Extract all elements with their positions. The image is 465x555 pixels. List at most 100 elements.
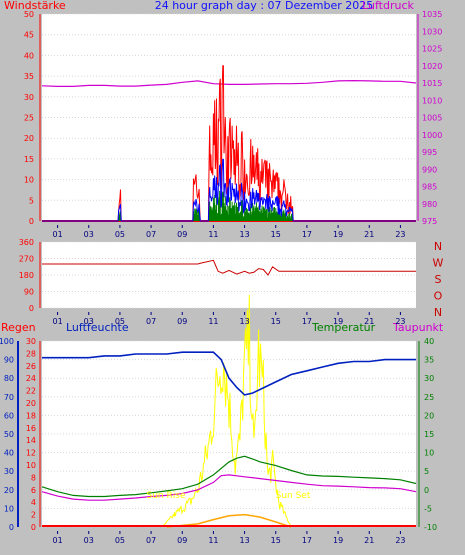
dir-tick-21: 21	[364, 317, 374, 326]
climate-tick-19: 19	[333, 536, 343, 545]
wind-ytick-40: 40	[24, 51, 34, 60]
climate-tick-23: 23	[395, 536, 405, 545]
rain-ytick-20: 20	[26, 399, 36, 408]
humidity-ytick-60: 60	[4, 411, 14, 420]
dewpoint-axis-title: Taupunkt	[392, 321, 444, 334]
wind-ytick-0: 0	[29, 217, 34, 226]
pressure-ytick-1030: 1030	[422, 27, 442, 36]
rain-ytick-22: 22	[26, 387, 36, 396]
wind-tick-17: 17	[302, 230, 312, 239]
climate-tick-03: 03	[84, 536, 94, 545]
wind-axis-title: Windstärke	[4, 0, 66, 12]
pressure-ytick-1000: 1000	[422, 131, 442, 140]
pressure-ytick-980: 980	[422, 200, 437, 209]
rain-ytick-10: 10	[26, 461, 36, 470]
pressure-ytick-975: 975	[422, 217, 437, 226]
humidity-ytick-100: 100	[0, 337, 14, 346]
wind-ytick-35: 35	[24, 72, 34, 81]
rain-ytick-26: 26	[26, 362, 36, 371]
humidity-ytick-30: 30	[4, 467, 14, 476]
temp-ytick-35: 35	[424, 356, 434, 365]
compass-label-2: S	[435, 273, 442, 286]
wind-tick-09: 09	[177, 230, 187, 239]
rain-ytick-24: 24	[26, 374, 36, 383]
temp-ytick-20: 20	[424, 411, 434, 420]
dir-tick-19: 19	[333, 317, 343, 326]
temp-ytick-15: 15	[424, 430, 434, 439]
temperature-axis-title: Temperatur	[311, 321, 376, 334]
climate-tick-21: 21	[364, 536, 374, 545]
tick-labels-layer: 0510152025303540455097598098599099510001…	[0, 10, 444, 545]
temp-ytick-10: 10	[424, 449, 434, 458]
dir-ytick-270: 270	[19, 255, 34, 264]
dir-tick-23: 23	[395, 317, 405, 326]
rain-ytick-2: 2	[31, 511, 36, 520]
sunset-label: Sun Set	[276, 491, 311, 501]
pressure-ytick-1015: 1015	[422, 79, 442, 88]
wind-ytick-15: 15	[24, 155, 34, 164]
climate-tick-01: 01	[52, 536, 62, 545]
temp-ytick--10: -10	[424, 523, 437, 532]
wind-ytick-5: 5	[29, 196, 34, 205]
pressure-ytick-985: 985	[422, 183, 437, 192]
marks-layer	[41, 65, 417, 528]
wind-ytick-45: 45	[24, 31, 34, 40]
wind-speed-line	[42, 158, 416, 222]
dir-tick-05: 05	[115, 317, 125, 326]
rain-ytick-30: 30	[26, 337, 36, 346]
dir-ytick-360: 360	[19, 238, 34, 247]
dir-ytick-180: 180	[19, 271, 34, 280]
pressure-ytick-1020: 1020	[422, 62, 442, 71]
compass-label-0: N	[434, 240, 442, 253]
pressure-ytick-990: 990	[422, 165, 437, 174]
humidity-line	[42, 351, 416, 396]
dir-tick-03: 03	[84, 317, 94, 326]
dir-tick-15: 15	[271, 317, 281, 326]
dir-tick-07: 07	[146, 317, 156, 326]
pressure-axis-title: Luftdruck	[362, 0, 414, 12]
wind-ytick-50: 50	[24, 10, 34, 19]
climate-tick-11: 11	[208, 536, 218, 545]
temp-ytick-25: 25	[424, 393, 434, 402]
chart-title: 24 hour graph day : 07 Dezember 2025	[155, 0, 374, 12]
temp-ytick-0: 0	[424, 486, 429, 495]
wind-tick-07: 07	[146, 230, 156, 239]
pressure-ytick-995: 995	[422, 148, 437, 157]
dir-ytick-0: 0	[29, 304, 34, 313]
temp-ytick--5: -5	[424, 504, 432, 513]
dir-tick-11: 11	[208, 317, 218, 326]
dir-tick-13: 13	[239, 317, 249, 326]
rain-ytick-18: 18	[26, 411, 36, 420]
rain-ytick-28: 28	[26, 349, 36, 358]
wind-tick-01: 01	[52, 230, 62, 239]
humidity-ytick-20: 20	[4, 486, 14, 495]
humidity-ytick-40: 40	[4, 449, 14, 458]
temperature-line	[41, 455, 417, 498]
rain-ytick-14: 14	[26, 436, 36, 445]
wind-ytick-30: 30	[24, 93, 34, 102]
rain-ytick-6: 6	[31, 486, 36, 495]
pressure-ytick-1010: 1010	[422, 96, 442, 105]
humidity-axis-title: Luftfeuchte	[66, 321, 129, 334]
wind-tick-15: 15	[271, 230, 281, 239]
humidity-ytick-0: 0	[9, 523, 14, 532]
rain-ytick-0: 0	[31, 523, 36, 532]
climate-tick-13: 13	[239, 536, 249, 545]
direction-line	[42, 259, 416, 276]
humidity-ytick-10: 10	[4, 504, 14, 513]
sun-markers-layer: Sun Rise Sun Set	[147, 491, 311, 511]
wind-ytick-10: 10	[24, 176, 34, 185]
pressure-ytick-1035: 1035	[422, 10, 442, 19]
temp-ytick-30: 30	[424, 374, 434, 383]
wind-tick-21: 21	[364, 230, 374, 239]
humidity-ytick-80: 80	[4, 374, 14, 383]
compass-label-3: O	[434, 290, 443, 303]
pressure-ytick-1005: 1005	[422, 114, 442, 123]
climate-tick-15: 15	[271, 536, 281, 545]
dir-tick-09: 09	[177, 317, 187, 326]
humidity-ytick-50: 50	[4, 430, 14, 439]
compass-label-1: W	[433, 257, 444, 270]
dir-ytick-90: 90	[24, 288, 34, 297]
temp-ytick-40: 40	[424, 337, 434, 346]
